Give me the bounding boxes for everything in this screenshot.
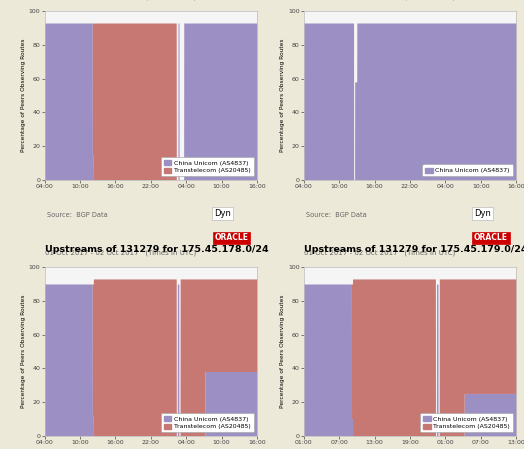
Text: Source:  BGP Data: Source: BGP Data xyxy=(47,211,107,218)
Text: Upstreams of 131279 for 175.45.179.0/24: Upstreams of 131279 for 175.45.179.0/24 xyxy=(304,245,524,254)
Legend: China Unicom (AS4837), Transtelecom (AS20485): China Unicom (AS4837), Transtelecom (AS2… xyxy=(420,413,513,432)
Legend: China Unicom (AS4837), Transtelecom (AS20485): China Unicom (AS4837), Transtelecom (AS2… xyxy=(161,413,254,432)
Text: ORACLE: ORACLE xyxy=(474,233,508,242)
Y-axis label: Percentage of Peers Observing Routes: Percentage of Peers Observing Routes xyxy=(21,295,26,408)
Text: Dyn: Dyn xyxy=(474,209,490,218)
Text: Dyn: Dyn xyxy=(214,209,232,218)
Y-axis label: Percentage of Peers Observing Routes: Percentage of Peers Observing Routes xyxy=(280,295,285,408)
Text: 01 Oct 2017 - 02 Oct 2017   (Times in UTC): 01 Oct 2017 - 02 Oct 2017 (Times in UTC) xyxy=(304,250,455,256)
Legend: China Unicom (AS4837), Transtelecom (AS20485): China Unicom (AS4837), Transtelecom (AS2… xyxy=(161,157,254,176)
Text: Upstreams of 131279 for 175.45.178.0/24: Upstreams of 131279 for 175.45.178.0/24 xyxy=(45,245,268,254)
Y-axis label: Percentage of Peers Observing Routes: Percentage of Peers Observing Routes xyxy=(280,39,285,152)
Y-axis label: Percentage of Peers Observing Routes: Percentage of Peers Observing Routes xyxy=(21,39,26,152)
Legend: China Unicom (AS4837): China Unicom (AS4837) xyxy=(422,164,513,176)
Text: ORACLE: ORACLE xyxy=(214,233,248,242)
Text: Source:  BGP Data: Source: BGP Data xyxy=(306,211,367,218)
Text: 01 Oct 2017 - 02 Oct 2017   (Times in UTC): 01 Oct 2017 - 02 Oct 2017 (Times in UTC) xyxy=(45,250,196,256)
